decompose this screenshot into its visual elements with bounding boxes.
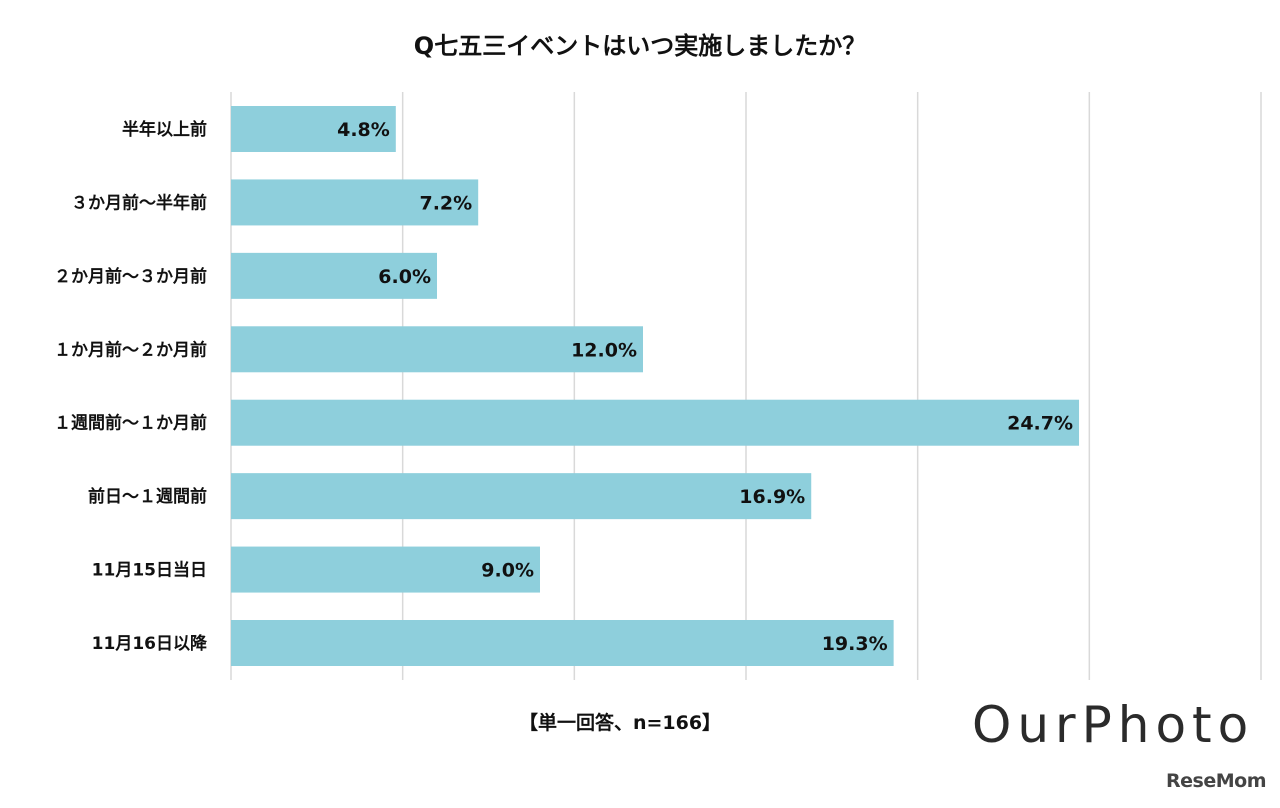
data-label: 24.7% bbox=[1007, 413, 1073, 435]
bar bbox=[231, 399, 1080, 446]
data-label: 9.0% bbox=[481, 560, 534, 582]
category-labels: 半年以上前 ３か月前～半年前 ２か月前～３か月前 １か月前～２か月前 １週間前～１か月前… bbox=[54, 119, 208, 654]
bar bbox=[231, 326, 643, 373]
bars bbox=[231, 106, 1080, 666]
data-label: 19.3% bbox=[822, 633, 888, 655]
bar bbox=[231, 620, 894, 666]
category-label: １か月前～２か月前 bbox=[54, 339, 207, 360]
category-label: 前日～１週間前 bbox=[88, 486, 207, 507]
category-label: １週間前～１か月前 bbox=[54, 413, 207, 434]
data-label: 12.0% bbox=[571, 339, 637, 361]
category-label: ３か月前～半年前 bbox=[71, 192, 207, 213]
bar bbox=[231, 252, 437, 299]
data-label: 7.2% bbox=[419, 192, 472, 214]
bar bbox=[231, 106, 396, 152]
category-label: ２か月前～３か月前 bbox=[54, 266, 207, 287]
chart-title: Q七五三イベントはいつ実施しましたか？ bbox=[413, 32, 867, 60]
category-label: 11月15日当日 bbox=[92, 560, 207, 581]
sample-note: 【単一回答、n=166】 bbox=[518, 712, 722, 734]
category-label: 11月16日以降 bbox=[92, 633, 208, 654]
bar bbox=[231, 179, 479, 226]
ourphoto-logo: OurPhoto bbox=[972, 696, 1255, 754]
data-labels: 4.8% 7.2% 6.0% 12.0% 24.7% 16.9% 9.0% 19.3% bbox=[337, 119, 1073, 655]
data-label: 4.8% bbox=[337, 119, 390, 141]
bar bbox=[231, 546, 540, 593]
resemom-watermark: ReseMom bbox=[1166, 770, 1266, 792]
data-label: 6.0% bbox=[378, 266, 431, 288]
category-label: 半年以上前 bbox=[122, 119, 207, 140]
data-label: 16.9% bbox=[739, 486, 805, 508]
bar bbox=[231, 473, 812, 520]
